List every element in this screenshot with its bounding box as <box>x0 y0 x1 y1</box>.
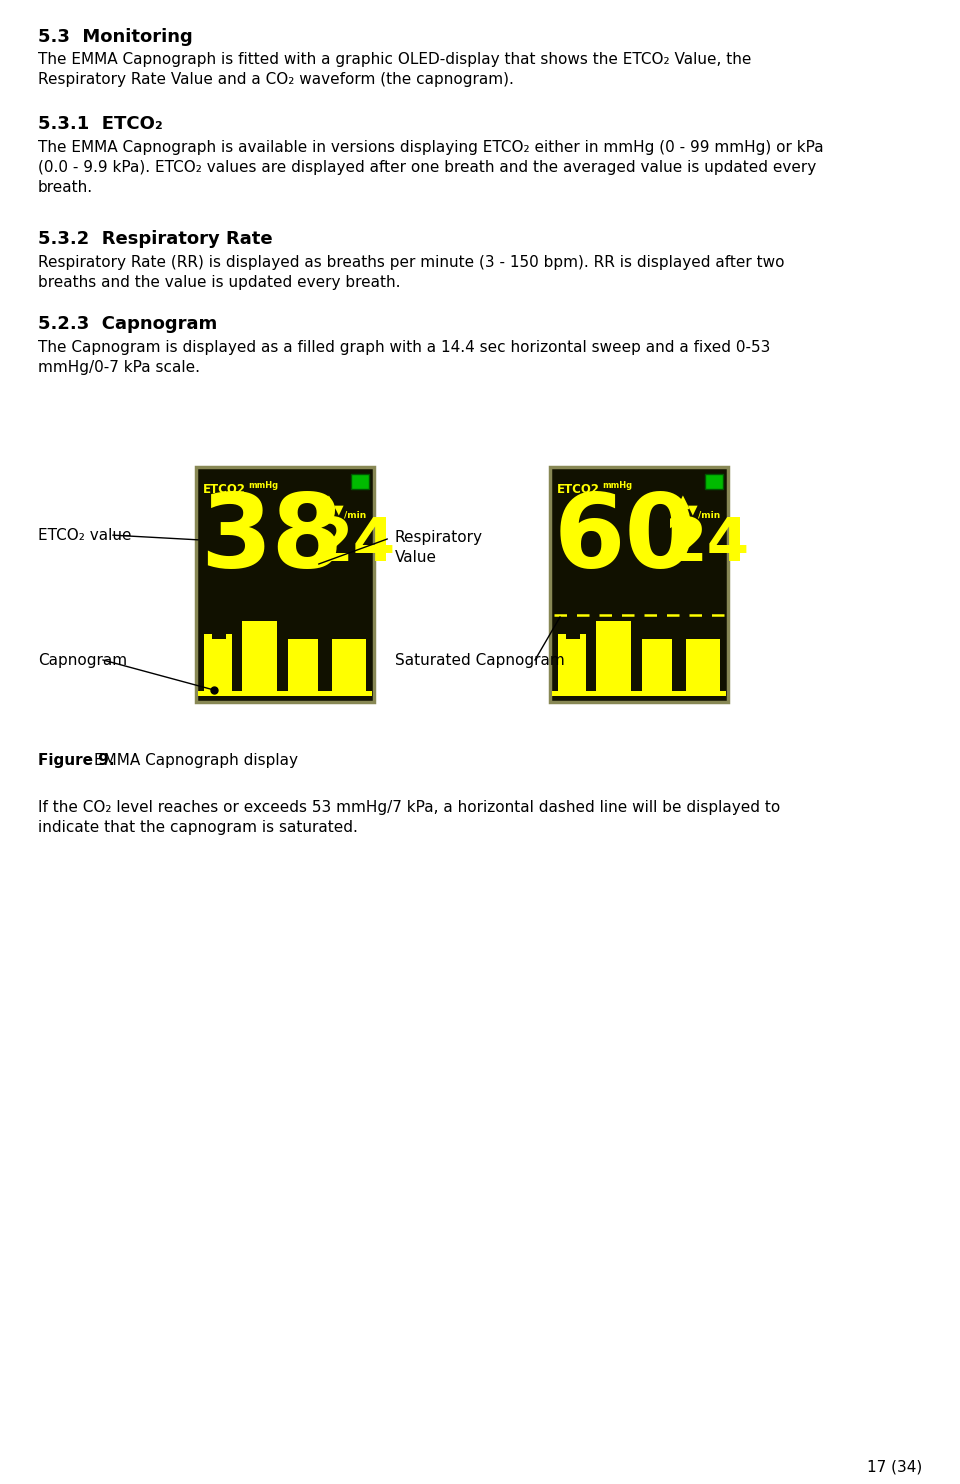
Text: /min: /min <box>344 510 367 519</box>
Bar <box>686 640 720 692</box>
FancyBboxPatch shape <box>351 473 369 490</box>
Text: ETCO2: ETCO2 <box>557 482 600 496</box>
Text: 5.3.2  Respiratory Rate: 5.3.2 Respiratory Rate <box>38 230 273 248</box>
Bar <box>566 617 580 640</box>
Bar <box>204 634 232 692</box>
Bar <box>552 692 726 696</box>
Bar <box>196 467 374 702</box>
Bar <box>550 467 728 702</box>
Text: ▼: ▼ <box>688 503 698 516</box>
Text: EMMA Capnograph display: EMMA Capnograph display <box>94 752 298 769</box>
Text: 17 (34): 17 (34) <box>867 1460 922 1475</box>
Text: The Capnogram is displayed as a filled graph with a 14.4 sec horizontal sweep an: The Capnogram is displayed as a filled g… <box>38 340 770 375</box>
Text: Capnogram: Capnogram <box>38 653 127 668</box>
Text: Respiratory
Value: Respiratory Value <box>395 530 483 565</box>
Text: Respiratory Rate (RR) is displayed as breaths per minute (3 - 150 bpm). RR is di: Respiratory Rate (RR) is displayed as br… <box>38 255 784 289</box>
Text: ETCO₂ value: ETCO₂ value <box>38 527 132 543</box>
Bar <box>212 617 226 640</box>
Text: 5.3.1  ETCO₂: 5.3.1 ETCO₂ <box>38 114 163 134</box>
Bar <box>242 620 277 692</box>
Text: The EMMA Capnograph is available in versions displaying ETCO₂ either in mmHg (0 : The EMMA Capnograph is available in vers… <box>38 139 824 194</box>
Text: ETCO2: ETCO2 <box>203 482 246 496</box>
Text: 5.2.3  Capnogram: 5.2.3 Capnogram <box>38 315 217 332</box>
Text: 38: 38 <box>200 490 343 591</box>
Bar <box>558 634 586 692</box>
Text: ▲: ▲ <box>322 493 336 510</box>
Bar <box>642 640 672 692</box>
Text: The EMMA Capnograph is fitted with a graphic OLED-display that shows the ETCO₂ V: The EMMA Capnograph is fitted with a gra… <box>38 52 752 86</box>
Bar <box>198 692 372 696</box>
Bar <box>596 620 631 692</box>
Bar <box>332 640 366 692</box>
Text: Figure 9.: Figure 9. <box>38 752 114 769</box>
FancyBboxPatch shape <box>705 473 723 490</box>
Text: If the CO₂ level reaches or exceeds 53 mmHg/7 kPa, a horizontal dashed line will: If the CO₂ level reaches or exceeds 53 m… <box>38 800 780 835</box>
Bar <box>288 640 318 692</box>
Text: /min: /min <box>698 510 720 519</box>
Text: 5.3  Monitoring: 5.3 Monitoring <box>38 28 193 46</box>
Text: 60: 60 <box>554 490 697 591</box>
Text: ▲: ▲ <box>676 493 690 510</box>
Text: 24: 24 <box>310 515 396 574</box>
Text: 24: 24 <box>664 515 749 574</box>
Text: ▼: ▼ <box>334 503 344 516</box>
Text: mmHg: mmHg <box>602 481 632 490</box>
Text: mmHg: mmHg <box>248 481 278 490</box>
Text: Saturated Capnogram: Saturated Capnogram <box>395 653 564 668</box>
